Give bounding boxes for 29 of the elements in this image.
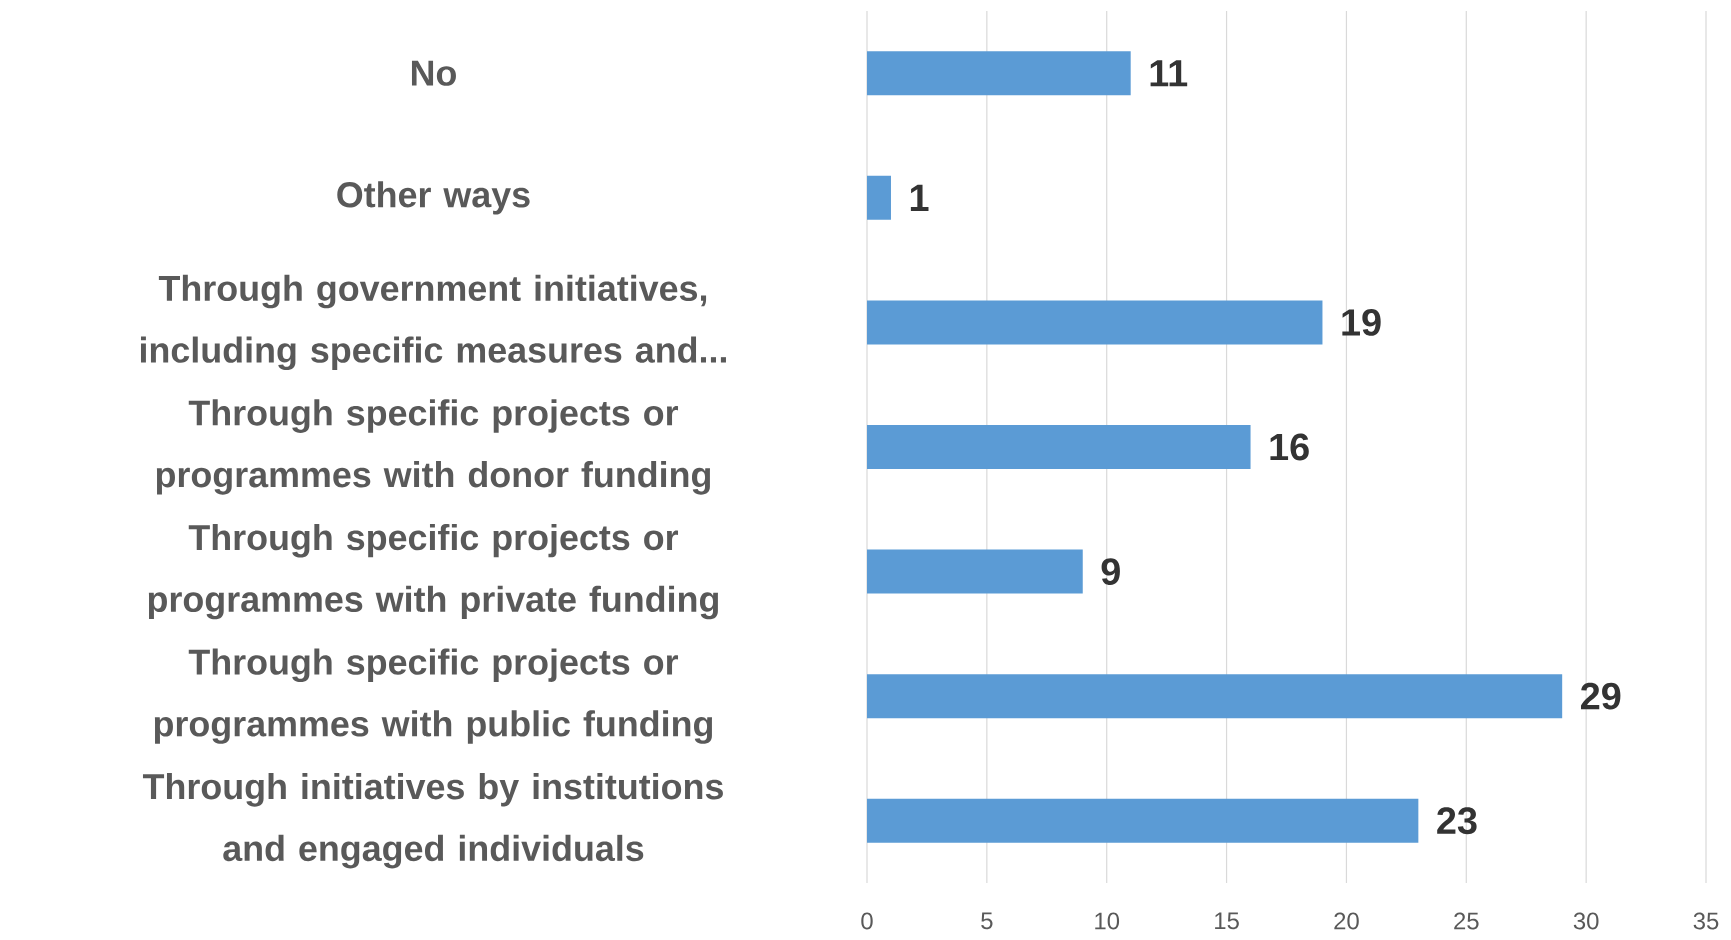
bar	[867, 798, 1419, 843]
bar	[867, 674, 1563, 719]
y-tick-label: Through government initiatives, including specific measures and...	[140, 274, 726, 371]
x-tick-label: 0	[861, 912, 873, 930]
bar	[867, 300, 1323, 345]
data-label: 29	[1581, 682, 1621, 710]
y-tick-label: Through initiatives by institutions and engaged individuals	[142, 773, 723, 869]
bar	[867, 51, 1131, 96]
bar	[867, 175, 891, 220]
data-label: 23	[1437, 807, 1477, 835]
x-tick-label: 25	[1454, 912, 1479, 930]
x-tick-label: 10	[1095, 912, 1120, 930]
x-tick-label: 30	[1573, 912, 1599, 930]
bar	[867, 549, 1083, 594]
data-label: 16	[1270, 433, 1309, 461]
x-tick-label: 5	[981, 912, 993, 930]
data-label: 11	[1150, 60, 1188, 87]
x-tick-label: 20	[1334, 912, 1359, 930]
bar	[867, 425, 1251, 470]
y-tick-label: Through specific projects or programmes with private funding	[148, 523, 718, 620]
y-tick-label: Through specific projects or programmes with donor funding	[156, 399, 711, 495]
data-label: 19	[1342, 309, 1381, 336]
x-tick-label: 15	[1215, 912, 1239, 930]
data-label: 1	[910, 184, 929, 211]
x-tick-label: 35	[1693, 912, 1719, 930]
data-label: 9	[1101, 558, 1120, 585]
y-tick-label: Through specific projects or programmes with public funding	[154, 648, 713, 744]
y-tick-label: Other ways	[337, 181, 530, 215]
y-tick-label: No	[411, 60, 456, 86]
